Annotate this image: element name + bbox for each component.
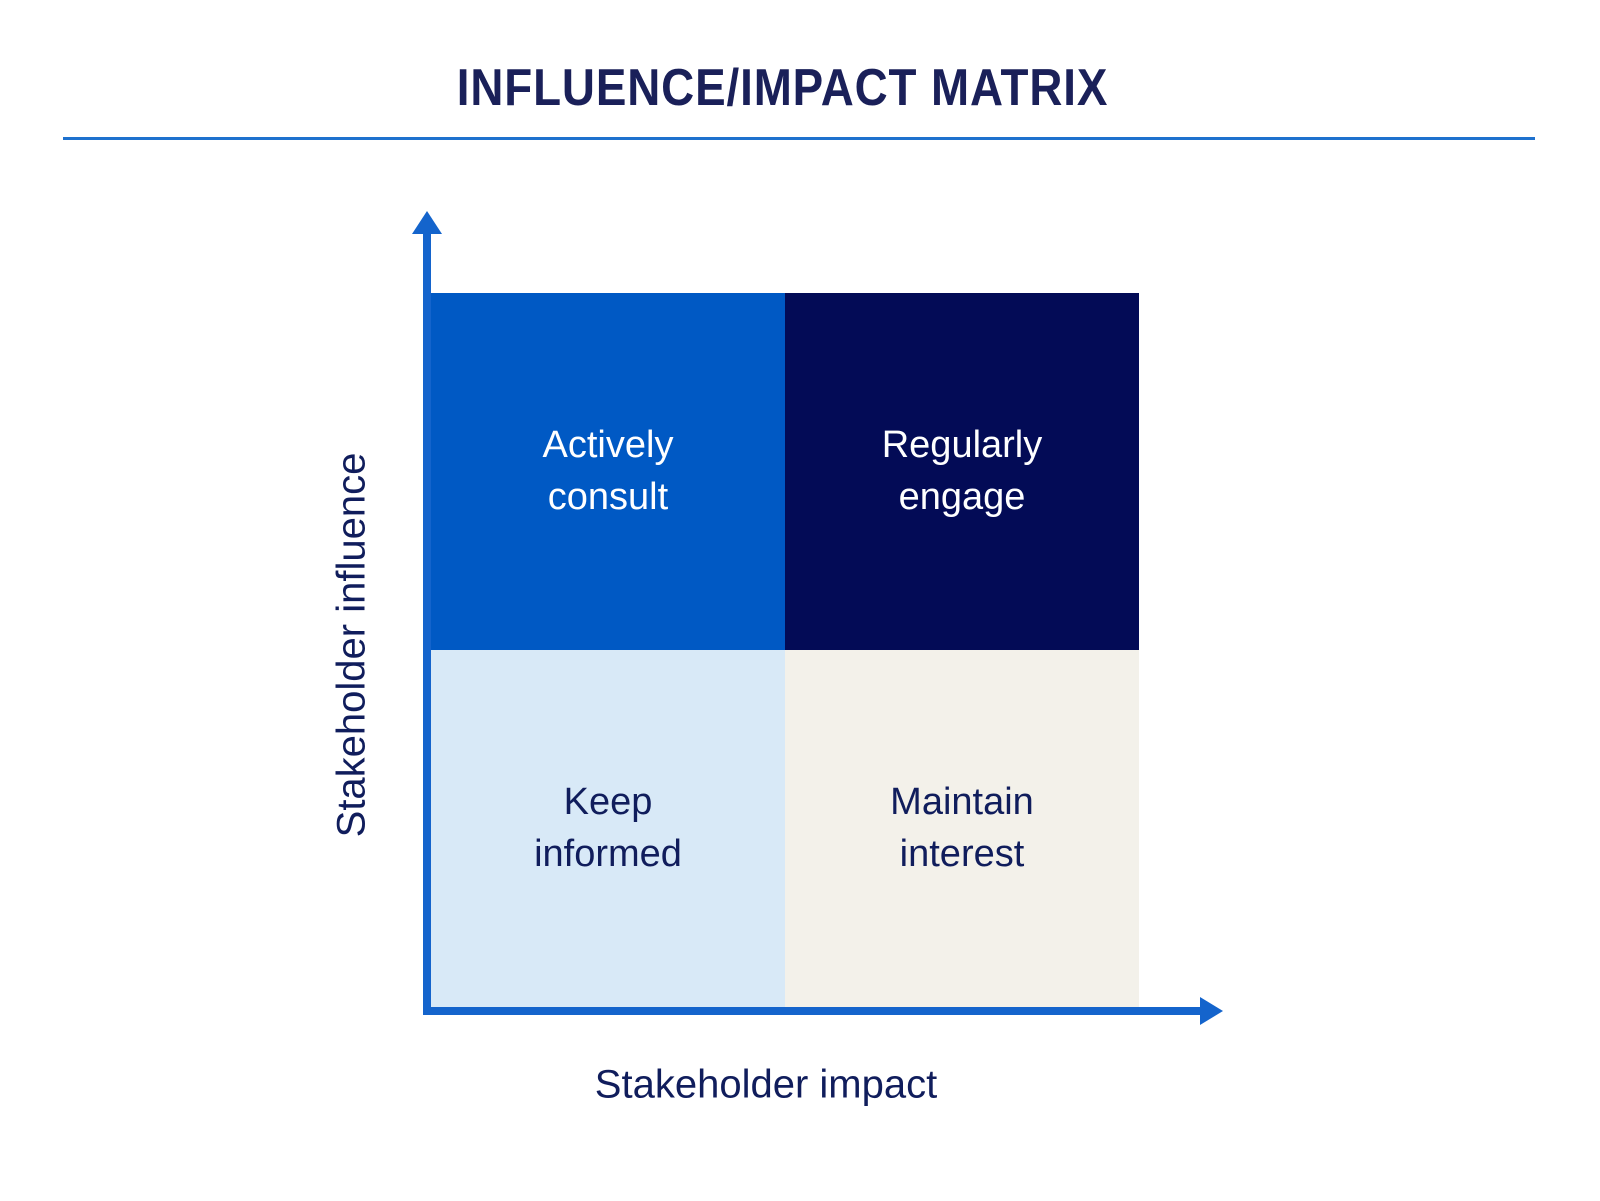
page-title: INFLUENCE/IMPACT MATRIX (456, 59, 1109, 117)
quadrant-label-line: interest (899, 832, 1025, 875)
title-divider (63, 137, 1535, 140)
y-axis-line (423, 233, 431, 1015)
quadrant-matrix: Actively consult Regularly engage Keep i… (431, 293, 1139, 1007)
y-axis-arrow-icon (412, 211, 442, 234)
quadrant-label: Keep informed (534, 777, 682, 880)
quadrant-label-line: Regularly (881, 424, 1043, 467)
quadrant-label: Actively consult (543, 420, 674, 523)
quadrant-label-line: Keep (563, 781, 653, 824)
quadrant-label-line: consult (547, 475, 669, 518)
x-axis-label: Stakeholder impact (594, 1062, 938, 1107)
quadrant-label: Regularly engage (882, 420, 1043, 523)
quadrant-actively-consult: Actively consult (431, 293, 785, 650)
quadrant-label-line: Actively (542, 424, 674, 467)
y-axis-label: Stakeholder influence (329, 452, 374, 838)
quadrant-keep-informed: Keep informed (431, 650, 785, 1007)
x-axis-line (423, 1007, 1200, 1015)
quadrant-label: Maintain interest (890, 777, 1034, 880)
quadrant-label-line: engage (898, 475, 1026, 518)
quadrant-regularly-engage: Regularly engage (785, 293, 1139, 650)
quadrant-maintain-interest: Maintain interest (785, 650, 1139, 1007)
x-axis-arrow-icon (1200, 997, 1223, 1025)
quadrant-label-line: Maintain (890, 781, 1034, 824)
quadrant-label-line: informed (534, 832, 682, 875)
